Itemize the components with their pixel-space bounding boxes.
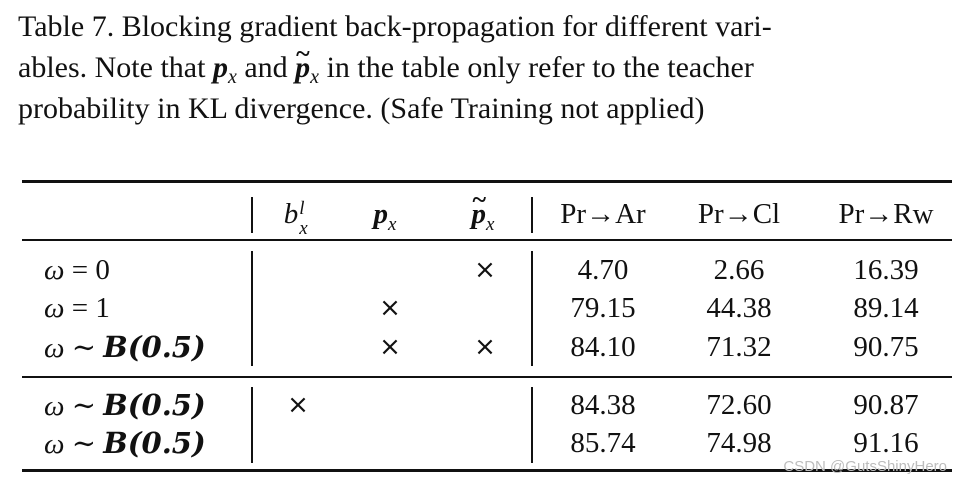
row-3-ar: 84.38 [570, 389, 636, 421]
caption-text-c: in the table only refer to the teacher [319, 51, 754, 84]
vline-right-header [531, 197, 533, 233]
vline-left-body1 [251, 251, 253, 366]
row-4-label: ω ∼ B(0.5) [44, 426, 206, 460]
row-0-label: ω = 0 [44, 254, 110, 286]
watermark: CSDN @GutsShinyHero [783, 458, 947, 475]
bottom-rule [22, 469, 952, 472]
header-pr-cl: Pr→Cl [697, 198, 781, 230]
row-0-ar: 4.70 [577, 254, 629, 286]
caption-line-2: ables. Note that px and px in the table … [18, 33, 948, 88]
caption-math-px: px [212, 51, 237, 88]
vline-left-header [251, 197, 253, 233]
header-rule [22, 239, 952, 241]
row-2-p: × [379, 332, 401, 362]
header-pr-ar: Pr→Ar [560, 198, 646, 230]
row-0-rw: 16.39 [853, 254, 919, 286]
row-3-label: ω ∼ B(0.5) [44, 388, 206, 422]
top-rule [22, 180, 952, 183]
table-caption: Table 7. Blocking gradient back-propagat… [18, 6, 948, 129]
row-3-cl: 72.60 [706, 389, 772, 421]
row-1-p: × [379, 293, 401, 323]
caption-math-ptilde-x: px [295, 33, 319, 87]
caption-line-3: probability in KL divergence. (Safe Trai… [18, 92, 705, 125]
header-p-tilde-x: px [448, 183, 518, 234]
vline-left-body2 [251, 387, 253, 463]
vline-right-body2 [531, 387, 533, 463]
mid-rule [22, 376, 952, 378]
row-2-rw: 90.75 [853, 331, 919, 363]
row-4-rw: 91.16 [853, 427, 919, 459]
row-2-cl: 71.32 [706, 331, 772, 363]
row-1-label: ω = 1 [44, 292, 110, 324]
row-2-ar: 84.10 [570, 331, 636, 363]
row-3-b: × [287, 390, 309, 420]
caption-text-b: and [236, 51, 296, 84]
header-pr-rw: Pr→Rw [838, 198, 934, 230]
row-0-cl: 2.66 [713, 254, 765, 286]
row-2-label: ω ∼ B(0.5) [44, 330, 206, 364]
row-2-pt: × [474, 332, 496, 362]
row-3-rw: 90.87 [853, 389, 919, 421]
caption-line-1: Table 7. Blocking gradient back-propagat… [18, 10, 772, 43]
row-1-cl: 44.38 [706, 292, 772, 324]
row-0-pt: × [474, 255, 496, 285]
header-p-x: px [373, 198, 397, 235]
row-4-cl: 74.98 [706, 427, 772, 459]
vline-right-body1 [531, 251, 533, 366]
row-1-rw: 89.14 [853, 292, 919, 324]
row-4-ar: 85.74 [570, 427, 636, 459]
caption-text-a: ables. Note that [18, 51, 213, 84]
row-1-ar: 79.15 [570, 292, 636, 324]
